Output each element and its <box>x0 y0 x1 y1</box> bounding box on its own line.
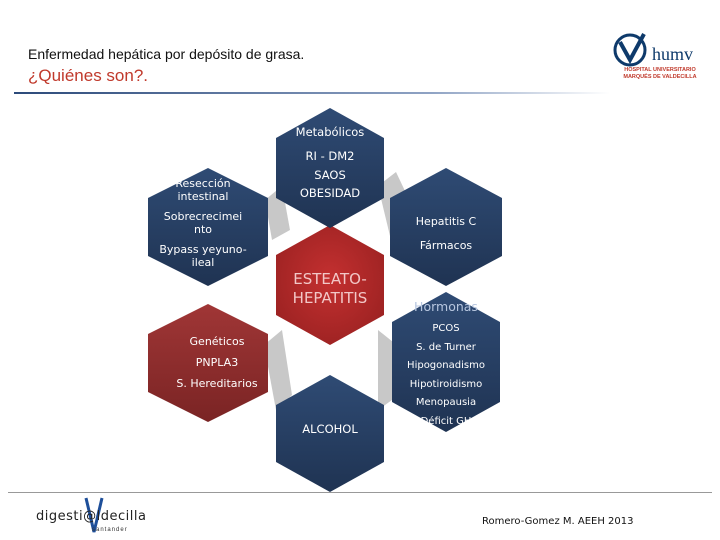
digestivo-logo: digesti@ldecilla santander <box>36 497 166 536</box>
hexagon-alcohol <box>276 375 384 492</box>
hormonas-list: PCOS S. de Turner Hipogonadismo Hipotiro… <box>407 323 485 427</box>
slide-title: Enfermedad hepática por depósito de gras… <box>28 46 305 62</box>
humv-subtext: HOSPITAL UNIVERSITARIO MARQUÉS DE VALDECI… <box>623 67 697 80</box>
humv-brand: humv <box>652 44 694 64</box>
hexagon-hepatitis <box>390 168 502 286</box>
hexagon-reseccion <box>148 168 268 286</box>
hepatitis-text: Hepatitis C Fármacos <box>415 215 477 252</box>
digestivo-logo-small: santander <box>92 527 128 533</box>
credit-text: Romero-Gomez M. AEEH 2013 <box>482 516 634 527</box>
v-mark-icon <box>84 497 104 533</box>
hexagon-metabolicos <box>276 108 384 228</box>
footer-divider <box>8 492 712 493</box>
hormonas-title: Hormonas <box>414 299 478 314</box>
geneticos-text: Genéticos PNPLA3 S. Hereditarios <box>176 335 258 390</box>
reseccion-text: Resección intestinal Sobrecrecimei nto Byp… <box>159 177 247 269</box>
hexagon-geneticos <box>148 304 268 422</box>
title-underline <box>14 92 610 94</box>
metabolicos-text: Metabólicos RI - DM2 SAOS OBESIDAD <box>295 125 365 200</box>
hexagon-hormonas <box>392 292 500 432</box>
center-label: ESTEATO- HEPATITIS <box>292 270 368 307</box>
slide-subtitle: ¿Quiénes son?. <box>28 66 149 85</box>
alcohol-label: ALCOHOL <box>302 422 358 436</box>
connector-left-bottom <box>264 330 292 410</box>
humv-emblem-icon <box>613 33 647 67</box>
hexagon-center <box>276 225 384 345</box>
digestivo-logo-word: digesti@ldecilla <box>36 509 147 524</box>
humv-logo: humv HOSPITAL UNIVERSITARIO MARQUÉS DE VA… <box>610 30 710 86</box>
